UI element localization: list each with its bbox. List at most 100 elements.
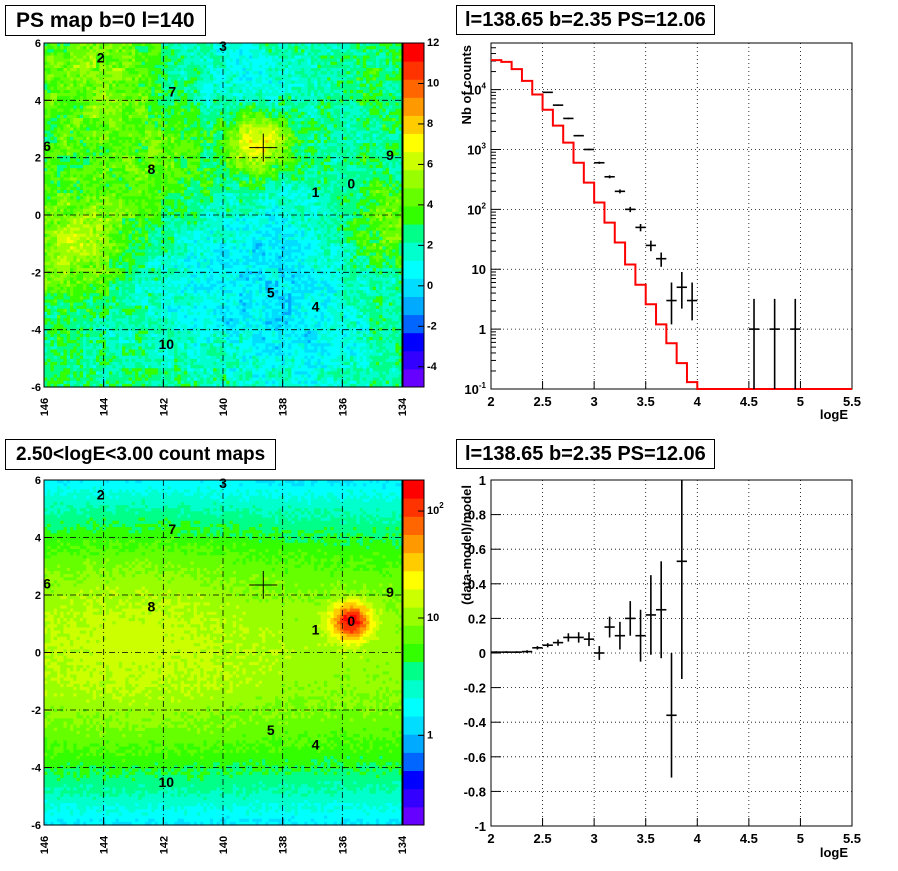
x-axis-label: logE: [820, 845, 848, 860]
colorbar-bin: [403, 187, 424, 207]
top-left-panel-title: PS map b=0 l=140: [5, 5, 206, 36]
x-tick-label: 138: [278, 398, 290, 416]
y-tick-label: 0: [479, 646, 486, 661]
colorbar: 102 10 1: [402, 479, 444, 826]
colorbar-bin: [403, 43, 424, 62]
colorbar-tick-label: 4: [427, 199, 434, 211]
colorbar-bin: [403, 242, 424, 261]
y-tick-label: -2: [31, 267, 41, 279]
colorbar-bin: [403, 368, 424, 388]
colorbar-tick-label: 8: [427, 118, 433, 130]
source-label-4: 4: [312, 737, 320, 753]
colorbar-tick-label: 0: [427, 280, 433, 292]
y-tick-label: 4: [35, 95, 42, 107]
colorbar-bin: [403, 296, 424, 316]
y-tick-label: 0: [35, 210, 41, 222]
x-tick-label: 146: [39, 398, 51, 416]
x-tick-label: 142: [158, 398, 170, 416]
y-axis-label: (data-model)/model: [459, 485, 474, 605]
x-tick-label: 140: [218, 398, 230, 416]
x-tick-label: 134: [397, 835, 409, 854]
y-tick-label: 4: [35, 533, 42, 545]
x-tick-label: 144: [99, 397, 111, 416]
y-tick-label: -0.6: [464, 750, 486, 765]
y-tick-label: -1: [474, 819, 486, 834]
colorbar-bin: [403, 205, 424, 225]
colorbar-bin: [403, 151, 424, 171]
colorbar-bin: [403, 224, 424, 243]
colorbar-tick-label: 10: [427, 77, 439, 89]
source-label-10: 10: [159, 336, 175, 352]
x-tick-label: 5.5: [843, 394, 861, 409]
source-label-6: 6: [43, 576, 51, 592]
colorbar-bin: [403, 278, 424, 297]
colorbar-bin: [403, 788, 424, 808]
heatmap-panel-0: 146 144 142 140 138 136 1346420-2-4-6012345678…: [31, 37, 439, 416]
source-label-1: 1: [312, 622, 320, 638]
y-tick-label: 0.6: [468, 542, 486, 557]
x-tick-label: 3.5: [637, 831, 655, 846]
colorbar-frame: [402, 42, 425, 388]
colorbar-bin: [403, 661, 424, 681]
y-tick-label: 0: [35, 648, 41, 660]
y-tick-label: 1: [479, 322, 486, 337]
colorbar-tick-label: -2: [427, 320, 437, 332]
source-label-9: 9: [386, 584, 394, 600]
bottom-right-panel-title: l=138.65 b=2.35 PS=12.06: [456, 439, 715, 469]
x-tick-label: 5: [797, 831, 804, 846]
colorbar-bin: [403, 552, 424, 572]
x-tick-label: 4: [694, 394, 702, 409]
source-label-4: 4: [312, 299, 320, 315]
x-tick-label: 142: [158, 836, 170, 854]
x-tick-label: 2.5: [534, 394, 552, 409]
source-label-2: 2: [97, 486, 105, 502]
colorbar-bin: [403, 570, 424, 590]
colorbar-tick-label: 10: [427, 612, 439, 624]
colorbar-bin: [403, 625, 424, 644]
x-tick-label: 3.5: [637, 394, 655, 409]
colorbar-bin: [403, 679, 424, 699]
source-label-3: 3: [219, 475, 227, 491]
y-tick-label: -0.4: [464, 715, 487, 730]
colorbar-tick-label: 12: [427, 37, 439, 49]
y-tick-label: 10-1: [464, 381, 486, 397]
colorbar-bin: [403, 697, 424, 717]
colorbar-bin: [403, 350, 424, 370]
colorbar-bin: [403, 607, 424, 626]
colorbar-bin: [403, 716, 424, 735]
y-tick-label: 10: [472, 262, 486, 277]
source-label-9: 9: [386, 147, 394, 163]
source-label-2: 2: [97, 49, 105, 65]
colorbar-frame: [402, 479, 425, 826]
y-tick-label: 104: [467, 82, 486, 98]
source-label-1: 1: [312, 184, 320, 200]
colorbar: 12 10 8 6 4 2 0 -2 -4: [402, 37, 439, 388]
colorbar-bin: [403, 734, 424, 753]
y-tick-label: -4: [31, 763, 42, 775]
model-histogram-line: [491, 59, 852, 390]
colorbar-tick-label: 6: [427, 158, 433, 170]
x-tick-label: 3: [591, 394, 598, 409]
x-tick-label: 5: [797, 394, 804, 409]
colorbar-bin: [403, 332, 424, 352]
colorbar-tick-label: 2: [427, 239, 433, 251]
x-axis-label: logE: [820, 407, 848, 422]
y-tick-label: 0.2: [468, 611, 486, 626]
y-tick-label: -2: [31, 705, 41, 717]
y-tick-label: 2: [35, 590, 41, 602]
colorbar-bin: [403, 806, 424, 826]
x-tick-label: 146: [39, 836, 51, 854]
colorbar-bin: [403, 516, 424, 535]
bottom-left-panel-title: 2.50<logE<3.00 count maps: [5, 439, 277, 470]
colorbar-bin: [403, 79, 424, 98]
colorbar-bin: [403, 752, 424, 772]
colorbar-bin: [403, 133, 424, 153]
x-tick-label: 2: [487, 394, 494, 409]
y-tick-label: 6: [35, 38, 41, 50]
x-tick-label: 3: [591, 831, 598, 846]
source-label-7: 7: [168, 84, 176, 100]
x-tick-label: 2: [487, 831, 494, 846]
colorbar-bin: [403, 534, 424, 554]
y-tick-label: 103: [467, 141, 486, 157]
